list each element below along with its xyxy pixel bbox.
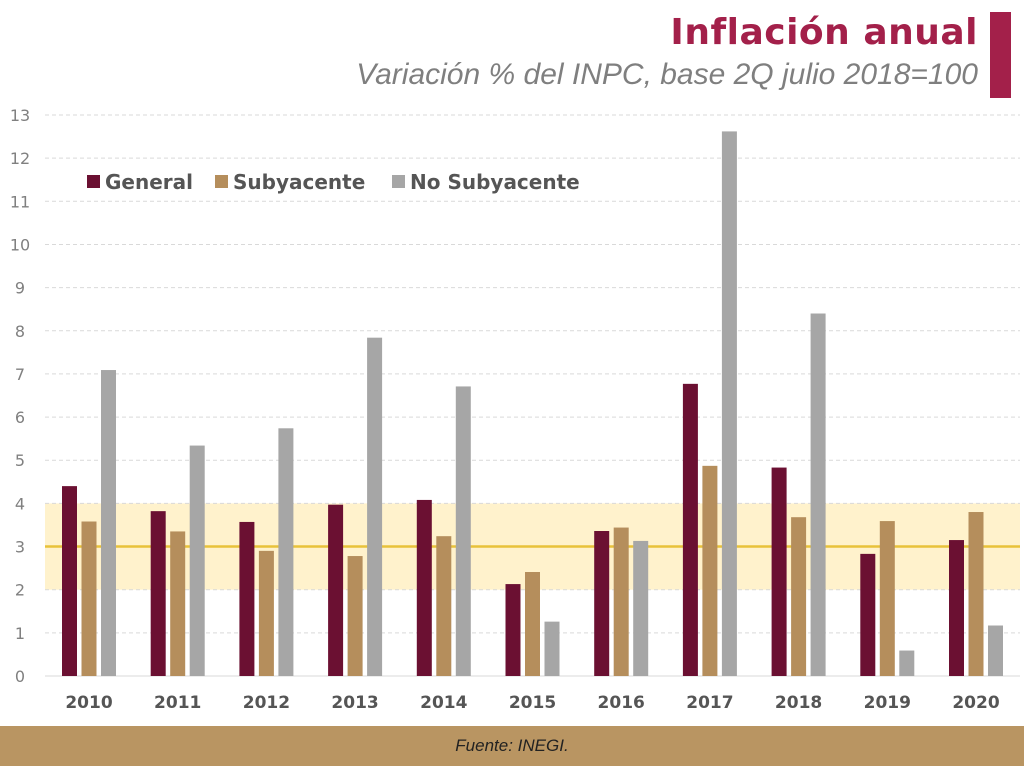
bar-subyacente	[525, 571, 540, 676]
y-tick-label: 2	[15, 581, 25, 600]
y-tick-label: 0	[15, 667, 25, 686]
x-tick-label: 2012	[243, 693, 290, 713]
bar-no-subyacente	[101, 370, 116, 676]
bar-subyacente	[702, 465, 718, 676]
y-tick-label: 5	[15, 451, 25, 470]
x-tick-label: 2016	[598, 693, 645, 713]
bar-no-subyacente	[455, 386, 471, 676]
bar-general	[416, 499, 432, 676]
y-tick-label: 8	[15, 322, 25, 341]
x-tick-label: 2017	[686, 693, 733, 713]
bar-subyacente	[791, 517, 807, 676]
bar-subyacente	[968, 512, 984, 676]
chart-subtitle: Variación % del INPC, base 2Q julio 2018…	[356, 58, 978, 91]
source-text: Fuente: INEGI.	[455, 736, 569, 755]
y-tick-label: 4	[15, 494, 25, 513]
bar-no-subyacente	[721, 131, 737, 677]
x-tick-label: 2011	[154, 693, 201, 713]
y-tick-label: 11	[10, 192, 30, 211]
x-tick-label: 2014	[420, 693, 467, 713]
bar-no-subyacente	[899, 650, 915, 676]
legend-label-subyacente: Subyacente	[233, 170, 365, 194]
bar-no-subyacente	[544, 621, 560, 676]
bar-general	[239, 521, 255, 676]
bar-no-subyacente	[189, 445, 205, 676]
x-tick-label: 2018	[775, 693, 822, 713]
bar-general	[771, 467, 787, 676]
legend-swatch-no-subyacente	[392, 175, 405, 188]
bar-subyacente	[258, 550, 274, 676]
bar-no-subyacente	[278, 428, 294, 676]
y-tick-label: 6	[15, 408, 25, 427]
bar-general	[860, 553, 876, 676]
x-tick-label: 2013	[331, 693, 378, 713]
x-tick-label: 2015	[509, 693, 556, 713]
bar-general	[594, 531, 610, 676]
bar-subyacente	[347, 556, 363, 676]
y-tick-label: 9	[15, 279, 25, 298]
x-tick-label: 2020	[952, 693, 999, 713]
y-tick-label: 3	[15, 538, 25, 557]
y-tick-label: 10	[10, 235, 30, 254]
bar-subyacente	[81, 521, 97, 676]
bar-subyacente	[613, 527, 629, 676]
y-tick-label: 13	[10, 106, 30, 125]
y-tick-label: 1	[15, 624, 25, 643]
bar-subyacente	[170, 531, 186, 676]
legend-label-no-subyacente: No Subyacente	[410, 170, 580, 194]
bar-no-subyacente	[988, 625, 1003, 676]
bar-general	[62, 486, 77, 676]
bar-general	[150, 511, 166, 676]
bar-general	[949, 540, 964, 676]
legend-label-general: General	[105, 170, 193, 194]
legend-swatch-general	[87, 175, 100, 188]
bar-subyacente	[879, 521, 895, 676]
legend-swatch-subyacente	[215, 175, 228, 188]
y-tick-label: 7	[15, 365, 25, 384]
bar-no-subyacente	[367, 337, 383, 676]
y-tick-label: 12	[10, 149, 30, 168]
bar-no-subyacente	[810, 313, 826, 676]
bar-subyacente	[436, 536, 452, 676]
bar-general	[328, 504, 344, 676]
x-tick-label: 2019	[864, 693, 911, 713]
chart-title: Inflación anual	[670, 12, 978, 53]
title-accent-bar	[990, 12, 1011, 98]
source-footer: Fuente: INEGI.	[0, 726, 1024, 766]
bar-no-subyacente	[633, 540, 649, 676]
bar-general	[682, 383, 698, 676]
bar-general	[505, 584, 521, 676]
x-tick-label: 2010	[65, 693, 112, 713]
